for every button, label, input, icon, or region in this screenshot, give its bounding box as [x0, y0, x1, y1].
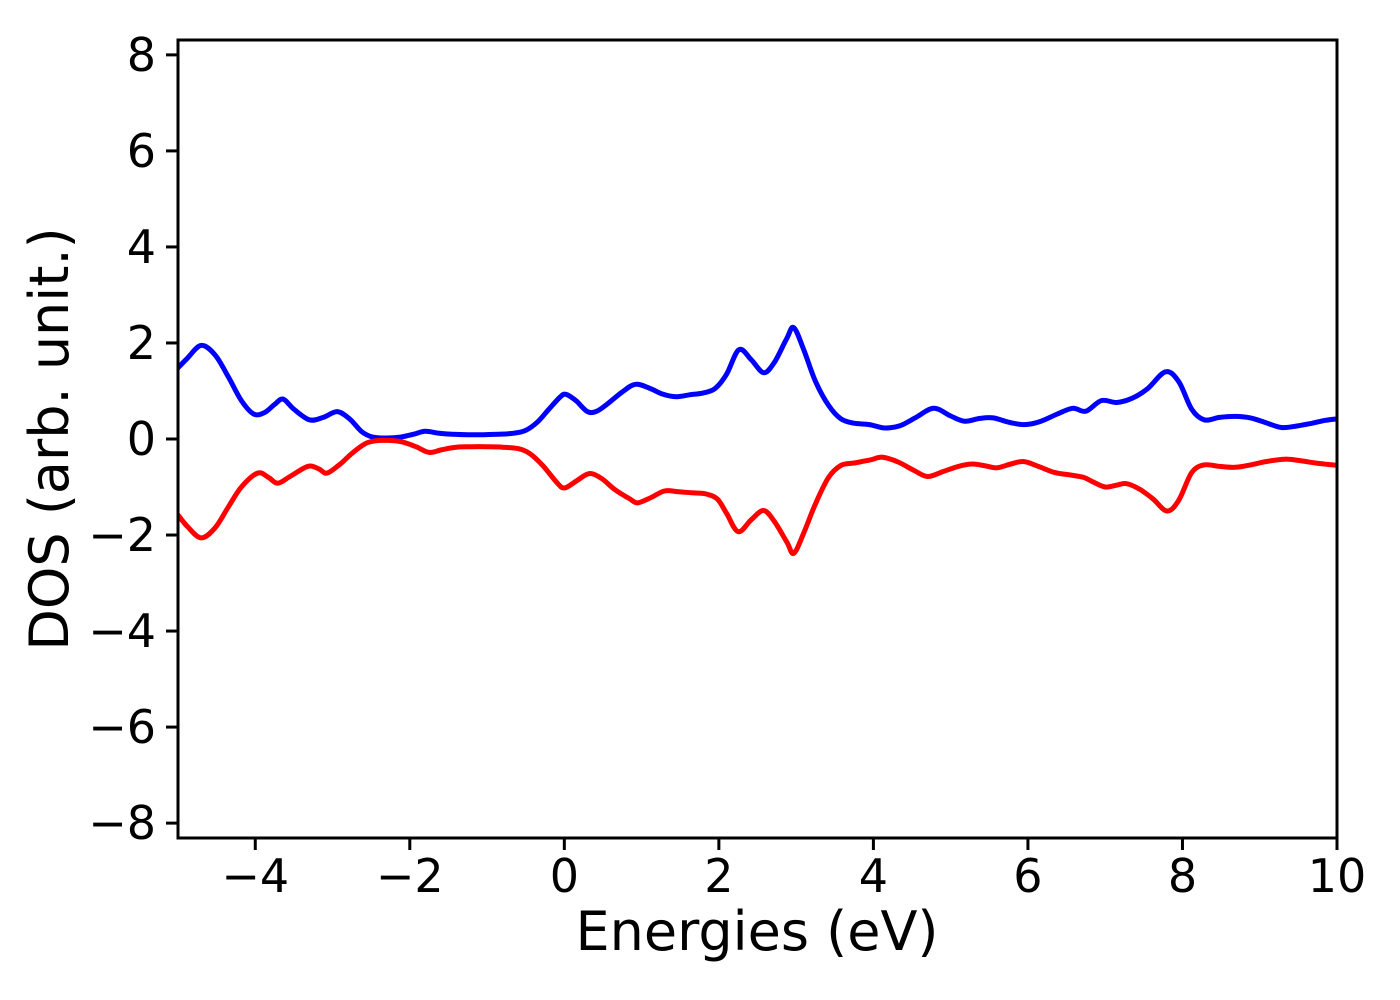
- y-tick-label: 8: [127, 28, 156, 82]
- axes-frame: [176, 38, 1339, 840]
- y-tick-label: −2: [88, 508, 156, 562]
- x-tick-label: −2: [376, 849, 444, 903]
- y-tick-label: −6: [88, 700, 156, 754]
- curves-layer: [178, 324, 1337, 556]
- x-axis-label: Energies (eV): [576, 900, 939, 963]
- x-tick-label: 0: [550, 849, 579, 903]
- y-tick-label: 0: [127, 412, 156, 466]
- y-tick-label: −4: [88, 604, 156, 658]
- y-tick-label: 6: [127, 124, 156, 178]
- red-curve-spin-down: [178, 437, 1337, 556]
- y-tick-label: 4: [127, 220, 156, 274]
- x-tick-label: −4: [221, 849, 289, 903]
- y-tick-label: 2: [127, 316, 156, 370]
- x-tick-label: 8: [1168, 849, 1197, 903]
- y-tick-label: −8: [88, 796, 156, 850]
- x-tick-label: 4: [859, 849, 888, 903]
- x-tick-label: 6: [1013, 849, 1042, 903]
- x-tick-label: 10: [1308, 849, 1367, 903]
- x-tick-label: 2: [704, 849, 733, 903]
- y-axis-label: DOS (arb. unit.): [18, 227, 81, 650]
- axes-layer: −4 −2 0 2 4 6 8 10 −8 −6 −4 −2 0 2 4 6 8: [88, 28, 1366, 903]
- blue-curve-spin-up: [178, 324, 1337, 441]
